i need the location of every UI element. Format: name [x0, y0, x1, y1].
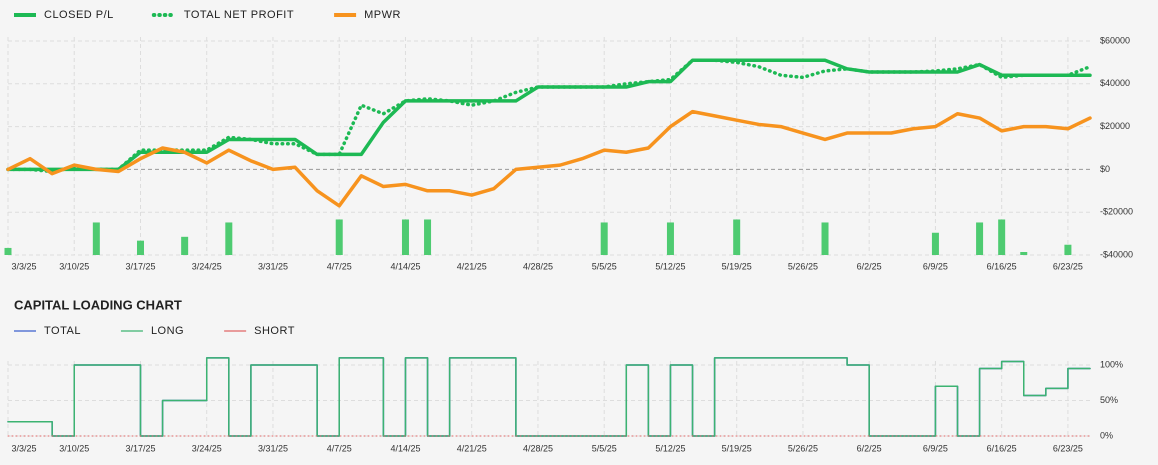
y-tick-label: $60000 — [1100, 35, 1130, 45]
bar — [225, 222, 233, 255]
legend-label: TOTAL — [44, 325, 81, 337]
y-tick-label: -$40000 — [1100, 249, 1133, 259]
bar — [92, 222, 100, 255]
x-tick-label: 4/21/25 — [457, 443, 487, 453]
y-tick-label: $40000 — [1100, 78, 1130, 88]
bar — [600, 222, 608, 255]
bar — [136, 240, 144, 255]
x-tick-label: 6/9/25 — [923, 261, 948, 271]
x-tick-label: 4/14/25 — [390, 443, 420, 453]
x-tick-label: 4/7/25 — [327, 443, 352, 453]
x-tick-label: 5/12/25 — [655, 261, 685, 271]
bar — [424, 219, 432, 255]
x-tick-label: 5/5/25 — [592, 261, 617, 271]
x-tick-label: 3/10/25 — [59, 443, 89, 453]
bar — [666, 222, 674, 255]
x-tick-label: 4/28/25 — [523, 261, 553, 271]
x-tick-label: 4/21/25 — [457, 261, 487, 271]
x-tick-label: 5/12/25 — [655, 443, 685, 453]
bar — [401, 219, 409, 255]
x-tick-label: 5/5/25 — [592, 443, 617, 453]
bar — [1064, 244, 1072, 255]
bar — [821, 222, 829, 255]
x-tick-label: 5/19/25 — [722, 261, 752, 271]
x-tick-label: 6/9/25 — [923, 443, 948, 453]
x-tick-label: 3/3/25 — [11, 443, 36, 453]
y-tick-label: $20000 — [1100, 121, 1130, 131]
series-line — [6, 58, 1092, 172]
x-tick-label: 3/17/25 — [125, 261, 155, 271]
y-tick-label: -$20000 — [1100, 207, 1133, 217]
bar — [181, 236, 189, 255]
x-tick-label: 3/3/25 — [11, 261, 36, 271]
legend-label: LONG — [151, 325, 184, 337]
x-tick-label: 5/26/25 — [788, 443, 818, 453]
x-tick-label: 4/14/25 — [390, 261, 420, 271]
x-tick-label: 3/31/25 — [258, 261, 288, 271]
bar — [998, 219, 1006, 255]
chart-title: CAPITAL LOADING CHART — [14, 297, 182, 312]
bar — [733, 219, 741, 255]
x-tick-label: 6/16/25 — [987, 443, 1017, 453]
legend-label: MPWR — [364, 9, 401, 21]
x-tick-label: 6/23/25 — [1053, 443, 1083, 453]
x-tick-label: 5/19/25 — [722, 443, 752, 453]
x-tick-label: 3/17/25 — [125, 443, 155, 453]
y-tick-label: 0% — [1100, 430, 1113, 440]
y-tick-label: 100% — [1100, 359, 1123, 369]
y-tick-label: $0 — [1100, 164, 1110, 174]
series-line — [6, 109, 1092, 208]
bar — [976, 222, 984, 255]
legend-label: CLOSED P/L — [44, 9, 114, 21]
x-tick-label: 5/26/25 — [788, 261, 818, 271]
x-tick-label: 3/24/25 — [192, 261, 222, 271]
x-tick-label: 3/24/25 — [192, 443, 222, 453]
series-line — [6, 58, 1092, 174]
bar — [335, 219, 343, 255]
x-tick-label: 3/10/25 — [59, 261, 89, 271]
x-tick-label: 3/31/25 — [258, 443, 288, 453]
x-tick-label: 4/7/25 — [327, 261, 352, 271]
bar — [1020, 252, 1028, 255]
bar — [4, 247, 12, 255]
x-tick-label: 6/2/25 — [857, 261, 882, 271]
series-line — [7, 357, 1091, 437]
bar — [931, 232, 939, 255]
y-tick-label: 50% — [1100, 395, 1118, 405]
x-tick-label: 6/2/25 — [857, 443, 882, 453]
x-tick-label: 4/28/25 — [523, 443, 553, 453]
legend-label: SHORT — [254, 325, 295, 337]
series-line — [7, 357, 1091, 437]
x-tick-label: 6/16/25 — [987, 261, 1017, 271]
legend-label: TOTAL NET PROFIT — [184, 9, 294, 21]
x-tick-label: 6/23/25 — [1053, 261, 1083, 271]
